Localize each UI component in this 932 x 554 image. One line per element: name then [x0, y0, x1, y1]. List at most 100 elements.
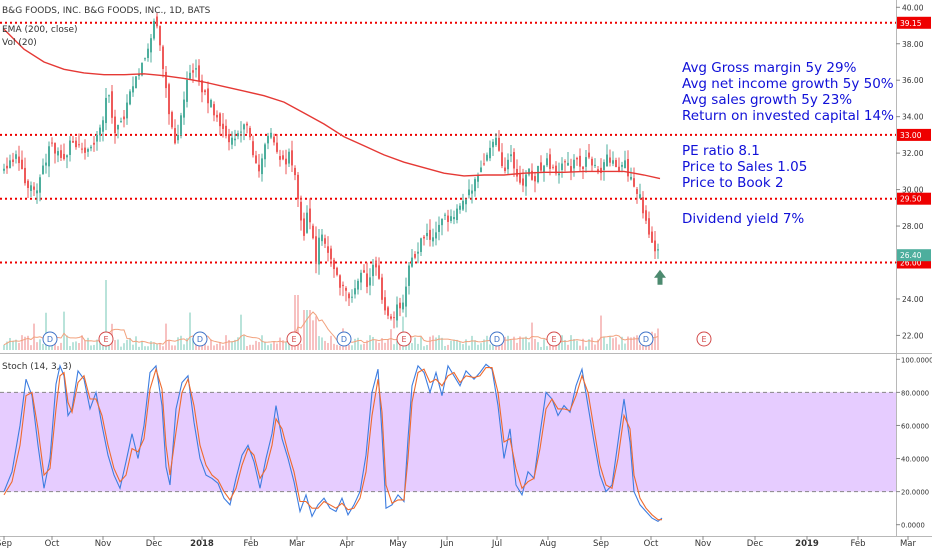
stoch-legend[interactable]: Stoch (14, 3, 3) — [2, 362, 72, 372]
volume-legend[interactable]: Vol (20) — [2, 38, 37, 48]
candle-body — [9, 160, 11, 169]
time-axis: Sep Oct Nov Dec 2018 Feb Mar Apr May Jun Jul Aug Sep… — [0, 536, 917, 549]
symbol-legend[interactable]: B&G FOODS, INC. B&G FOODS, INC., 1D, BAT… — [2, 6, 211, 16]
y-tick-label: 36.00 — [902, 76, 924, 85]
volume-bar — [150, 341, 152, 350]
candle-body — [366, 273, 368, 287]
volume-bar — [177, 337, 179, 350]
volume-bar — [465, 339, 467, 350]
volume-bar — [423, 346, 425, 350]
volume-bar — [363, 343, 365, 350]
volume-bar — [561, 335, 563, 350]
candle-body — [99, 127, 101, 136]
dividend-marker — [638, 331, 654, 347]
candle-body — [27, 180, 29, 188]
volume-bar — [327, 342, 329, 350]
candle-body — [588, 152, 590, 158]
candle-body — [183, 99, 185, 118]
candle-body — [150, 38, 152, 53]
volume-bar — [474, 340, 476, 350]
fundamentals-annotation: Avg Gross margin 5y 29% Avg net income g… — [682, 60, 894, 124]
earnings-marker — [98, 331, 114, 347]
volume-bar — [312, 320, 314, 350]
volume-bar — [579, 345, 581, 350]
candle-body — [594, 164, 596, 166]
volume-bar — [417, 343, 419, 350]
candle-body — [93, 142, 95, 145]
dividend-marker-label: D — [341, 335, 347, 344]
candle-body — [471, 190, 473, 194]
volume-bar — [231, 341, 233, 350]
volume-bar — [270, 343, 272, 350]
volume-bar — [603, 336, 605, 350]
volume-bar — [609, 335, 611, 350]
volume-bar — [429, 336, 431, 350]
level-price-label: 33.00 — [900, 131, 922, 140]
x-tick-label: Nov — [695, 539, 712, 549]
volume-bar — [600, 315, 602, 350]
volume-bar — [141, 340, 143, 350]
y-tick-label: 34.00 — [902, 113, 924, 122]
volume-bar — [138, 346, 140, 350]
candle-body — [210, 99, 212, 108]
candle-body — [345, 287, 347, 291]
candle-body — [228, 134, 230, 143]
candle-body — [564, 161, 566, 163]
annotation-line: Price to Book 2 — [682, 175, 784, 191]
candle-body — [123, 116, 125, 120]
candle-body — [573, 159, 575, 169]
candle-body — [486, 154, 488, 161]
volume-bar — [567, 344, 569, 350]
earnings-marker — [546, 331, 562, 347]
candle-body — [639, 194, 641, 199]
volume-bar — [210, 339, 212, 350]
volume-bar — [297, 295, 299, 350]
volume-bar — [543, 339, 545, 350]
candle-body — [333, 259, 335, 270]
candle-body — [6, 165, 8, 169]
candle-body — [138, 73, 140, 76]
candle-body — [537, 165, 539, 183]
candle-body — [120, 121, 122, 123]
candle-body — [243, 124, 245, 130]
volume-bar — [534, 338, 536, 350]
volume-bar — [630, 337, 632, 350]
candle-body — [585, 157, 587, 167]
ema-legend[interactable]: EMA (200, close) — [2, 25, 78, 35]
volume-bar — [99, 342, 101, 350]
candle-body — [606, 154, 608, 167]
candle-body — [78, 144, 80, 146]
annotation-line: Avg net income growth 5y 50% — [682, 76, 894, 92]
candle-body — [645, 210, 647, 221]
volume-bar — [477, 344, 479, 350]
x-tick-label: Oct — [45, 539, 60, 549]
candle-body — [273, 136, 275, 143]
candle-body — [186, 79, 188, 102]
candle-body — [165, 71, 167, 89]
volume-bar — [615, 337, 617, 350]
volume-bar — [18, 342, 20, 350]
volume-bar — [456, 339, 458, 350]
volume-bar — [6, 341, 8, 350]
y-tick-label: 40.00 — [902, 3, 924, 12]
volume-bar — [573, 339, 575, 350]
candle-body — [51, 142, 53, 144]
volume-bar — [321, 337, 323, 350]
y-tick-label: 60.0000 — [901, 422, 929, 430]
candle-body — [402, 302, 404, 310]
candle-body — [369, 277, 371, 286]
candle-body — [495, 137, 497, 146]
volume-bar — [27, 335, 29, 350]
volume-bar — [339, 345, 341, 350]
y-tick-label: 38.00 — [902, 40, 924, 49]
candle-body — [354, 288, 356, 295]
volume-bar — [555, 344, 557, 350]
volume-bar — [345, 343, 347, 350]
candle-body — [549, 154, 551, 169]
dividend-marker — [192, 331, 208, 347]
candle-body — [48, 146, 50, 167]
candle-body — [630, 176, 632, 180]
candle-body — [519, 174, 521, 183]
candle-body — [636, 189, 638, 194]
